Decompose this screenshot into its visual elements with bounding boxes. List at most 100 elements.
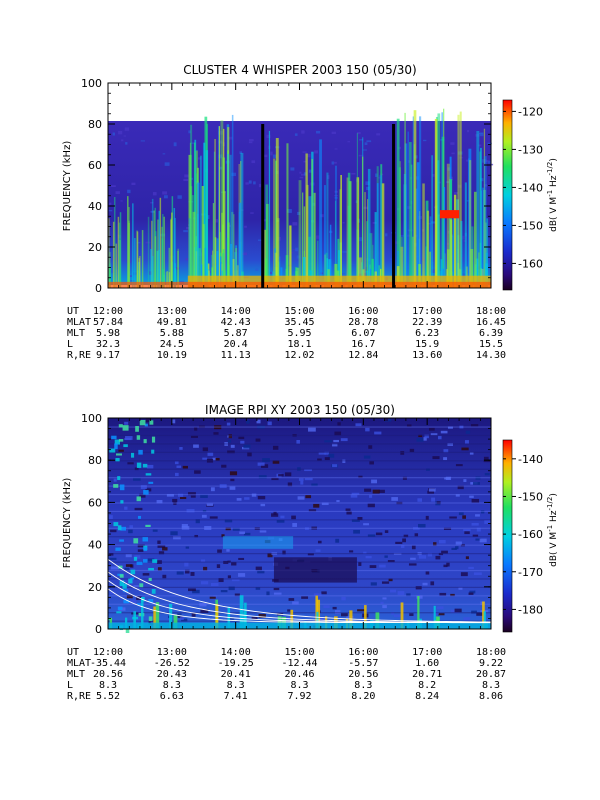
spectrogram-noise bbox=[423, 139, 427, 142]
spectrogram-cell bbox=[473, 572, 482, 576]
spectrogram-cell bbox=[255, 587, 261, 590]
emission-spike bbox=[483, 611, 486, 629]
emission-streak bbox=[141, 230, 144, 288]
spectrogram-noise bbox=[299, 171, 302, 174]
ephemeris-value: 8.3 bbox=[482, 680, 500, 691]
emission-spike bbox=[133, 611, 136, 629]
spectrogram-noise bbox=[173, 142, 177, 147]
spectrogram-noise bbox=[407, 160, 410, 163]
spectrogram-cell bbox=[152, 529, 158, 532]
emission-streak bbox=[340, 174, 342, 288]
spectrogram-cell bbox=[110, 591, 116, 595]
emission-cell bbox=[118, 439, 124, 442]
spectrogram-noise bbox=[349, 263, 355, 265]
emission-streak bbox=[431, 155, 433, 288]
spectrogram-cell bbox=[311, 483, 318, 487]
emission-streak bbox=[137, 270, 139, 288]
emission-cell bbox=[144, 423, 148, 427]
emission-cell bbox=[142, 537, 149, 542]
spectrogram-noise bbox=[218, 130, 223, 135]
spectrogram-cell bbox=[470, 424, 479, 427]
spectrogram-cell bbox=[353, 529, 360, 534]
y-tick-label: 60 bbox=[88, 159, 102, 172]
y-tick-label: 0 bbox=[95, 282, 102, 295]
spectrogram-cell bbox=[307, 553, 314, 556]
emission-streak bbox=[168, 247, 171, 288]
spectrogram-cell bbox=[438, 552, 444, 556]
spectrogram-noise bbox=[145, 241, 151, 244]
spectrogram-cell bbox=[258, 614, 266, 618]
spectrogram-cell bbox=[157, 540, 161, 544]
spectrogram-cell bbox=[287, 609, 291, 612]
ephemeris-value: 17:00 bbox=[412, 306, 442, 317]
y-tick-label: 100 bbox=[81, 412, 102, 425]
spectrogram-cell bbox=[335, 538, 340, 543]
emission-spike bbox=[349, 610, 353, 629]
emission-cell bbox=[109, 448, 116, 453]
emission-streak bbox=[174, 267, 177, 288]
ephemeris-value: 14:00 bbox=[221, 306, 251, 317]
panel-1-emission-layer bbox=[108, 108, 494, 289]
spectrogram-cell bbox=[469, 495, 474, 498]
spectrogram-cell bbox=[455, 494, 460, 497]
spectrogram-cell bbox=[273, 511, 277, 515]
spectrogram-cell bbox=[180, 616, 184, 621]
spectrogram-cell bbox=[437, 606, 444, 610]
emission-streak bbox=[128, 222, 130, 288]
emission-cell bbox=[143, 439, 147, 444]
spectrogram-cell bbox=[472, 534, 479, 537]
spectrogram-cell bbox=[219, 484, 227, 489]
spectrogram-cell bbox=[301, 596, 309, 599]
emission-streak bbox=[480, 147, 482, 288]
panel-2-ylabel: FREQUENCY (kHz) bbox=[62, 478, 73, 569]
spectrogram-noise bbox=[399, 235, 405, 237]
emission-streak bbox=[409, 142, 412, 288]
spectrogram-noise bbox=[131, 182, 136, 186]
spectrogram-cell bbox=[225, 527, 231, 531]
spectrogram-noise bbox=[145, 265, 148, 267]
emission-spike bbox=[400, 602, 404, 629]
panel-image-rpi: IMAGE RPI XY 2003 150 (05/30) 0 20 40 60 80 1… bbox=[62, 403, 559, 702]
emission-streak bbox=[419, 116, 422, 288]
colorbar-tick-label: -150 bbox=[518, 490, 543, 503]
spectrogram-noise bbox=[292, 222, 298, 226]
spectrogram-cell bbox=[124, 506, 128, 510]
spectrogram-cell bbox=[191, 612, 196, 617]
spectrogram-cell bbox=[332, 464, 338, 468]
spectrogram-noise bbox=[150, 201, 154, 204]
emission-streak bbox=[222, 249, 225, 288]
spectrogram-cell bbox=[443, 457, 448, 461]
ephemeris-value: 9.22 bbox=[479, 658, 503, 669]
spectrogram-cell bbox=[358, 475, 363, 479]
spectrogram-cell bbox=[185, 546, 190, 549]
emission-streak bbox=[302, 192, 304, 288]
emission-streak bbox=[136, 230, 138, 288]
spectrogram-cell bbox=[142, 573, 150, 576]
spectrogram-cell bbox=[280, 515, 285, 519]
spectrogram-cell bbox=[332, 443, 338, 447]
ephemeris-label: R,RE bbox=[67, 350, 91, 361]
emission-streak bbox=[202, 224, 205, 288]
spectrogram-stripe bbox=[108, 603, 491, 605]
spectrogram-cell bbox=[393, 614, 401, 618]
emission-cell bbox=[145, 524, 151, 527]
spectrogram-cell bbox=[181, 526, 190, 530]
spectrogram-cell bbox=[413, 527, 420, 530]
spectrogram-cell bbox=[387, 560, 395, 563]
spectrogram-noise bbox=[358, 237, 363, 242]
ephemeris-label: L bbox=[67, 339, 73, 350]
spectrogram-stripe bbox=[108, 586, 491, 588]
ephemeris-value: 5.87 bbox=[224, 328, 248, 339]
emission-spike bbox=[364, 605, 367, 629]
emission-streak bbox=[199, 155, 202, 288]
ephemeris-value: 6.07 bbox=[351, 328, 375, 339]
spectrogram-cell bbox=[224, 519, 233, 523]
emission-streak bbox=[113, 197, 116, 288]
emission-streak bbox=[379, 175, 383, 288]
spectrogram-cell bbox=[125, 435, 133, 440]
emission-streak bbox=[173, 208, 176, 288]
spectrogram-cell bbox=[384, 418, 392, 422]
ephemeris-value: 14.30 bbox=[476, 350, 506, 361]
spectrogram-noise bbox=[227, 136, 233, 140]
spectrogram-cell bbox=[227, 560, 231, 563]
